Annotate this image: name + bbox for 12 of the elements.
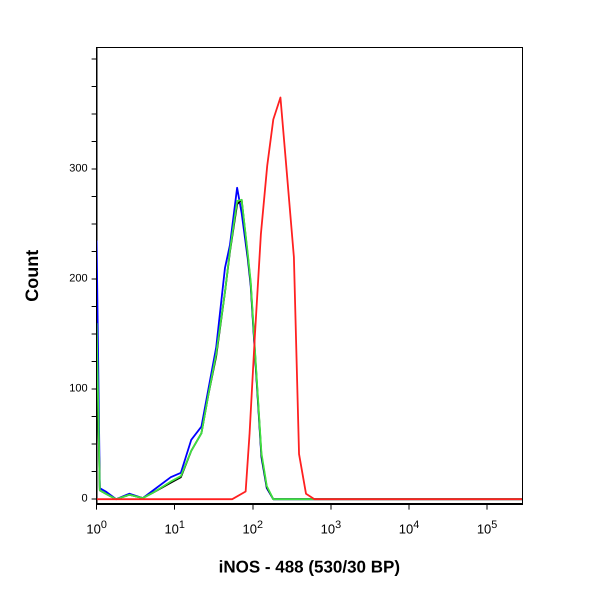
y-tick-label: 100 [69,382,88,395]
y-axis-title: Count [22,250,42,302]
x-tick-label: 10$^{3}$ [320,518,342,536]
y-tick-label: 200 [69,272,88,285]
y-tick-label: 0 [81,492,88,505]
x-tick-label: 10$^{5}$ [476,518,498,536]
x-axis-title: iNOS - 488 (530/30 BP) [218,557,400,576]
x-tick-label: 10$^{4}$ [398,518,420,536]
y-tick-label: 300 [69,162,88,175]
x-tick-label: 10$^{2}$ [242,518,264,536]
x-tick-label: 10$^{1}$ [164,518,185,536]
x-tick-label: 10$^{0}$ [86,518,107,536]
